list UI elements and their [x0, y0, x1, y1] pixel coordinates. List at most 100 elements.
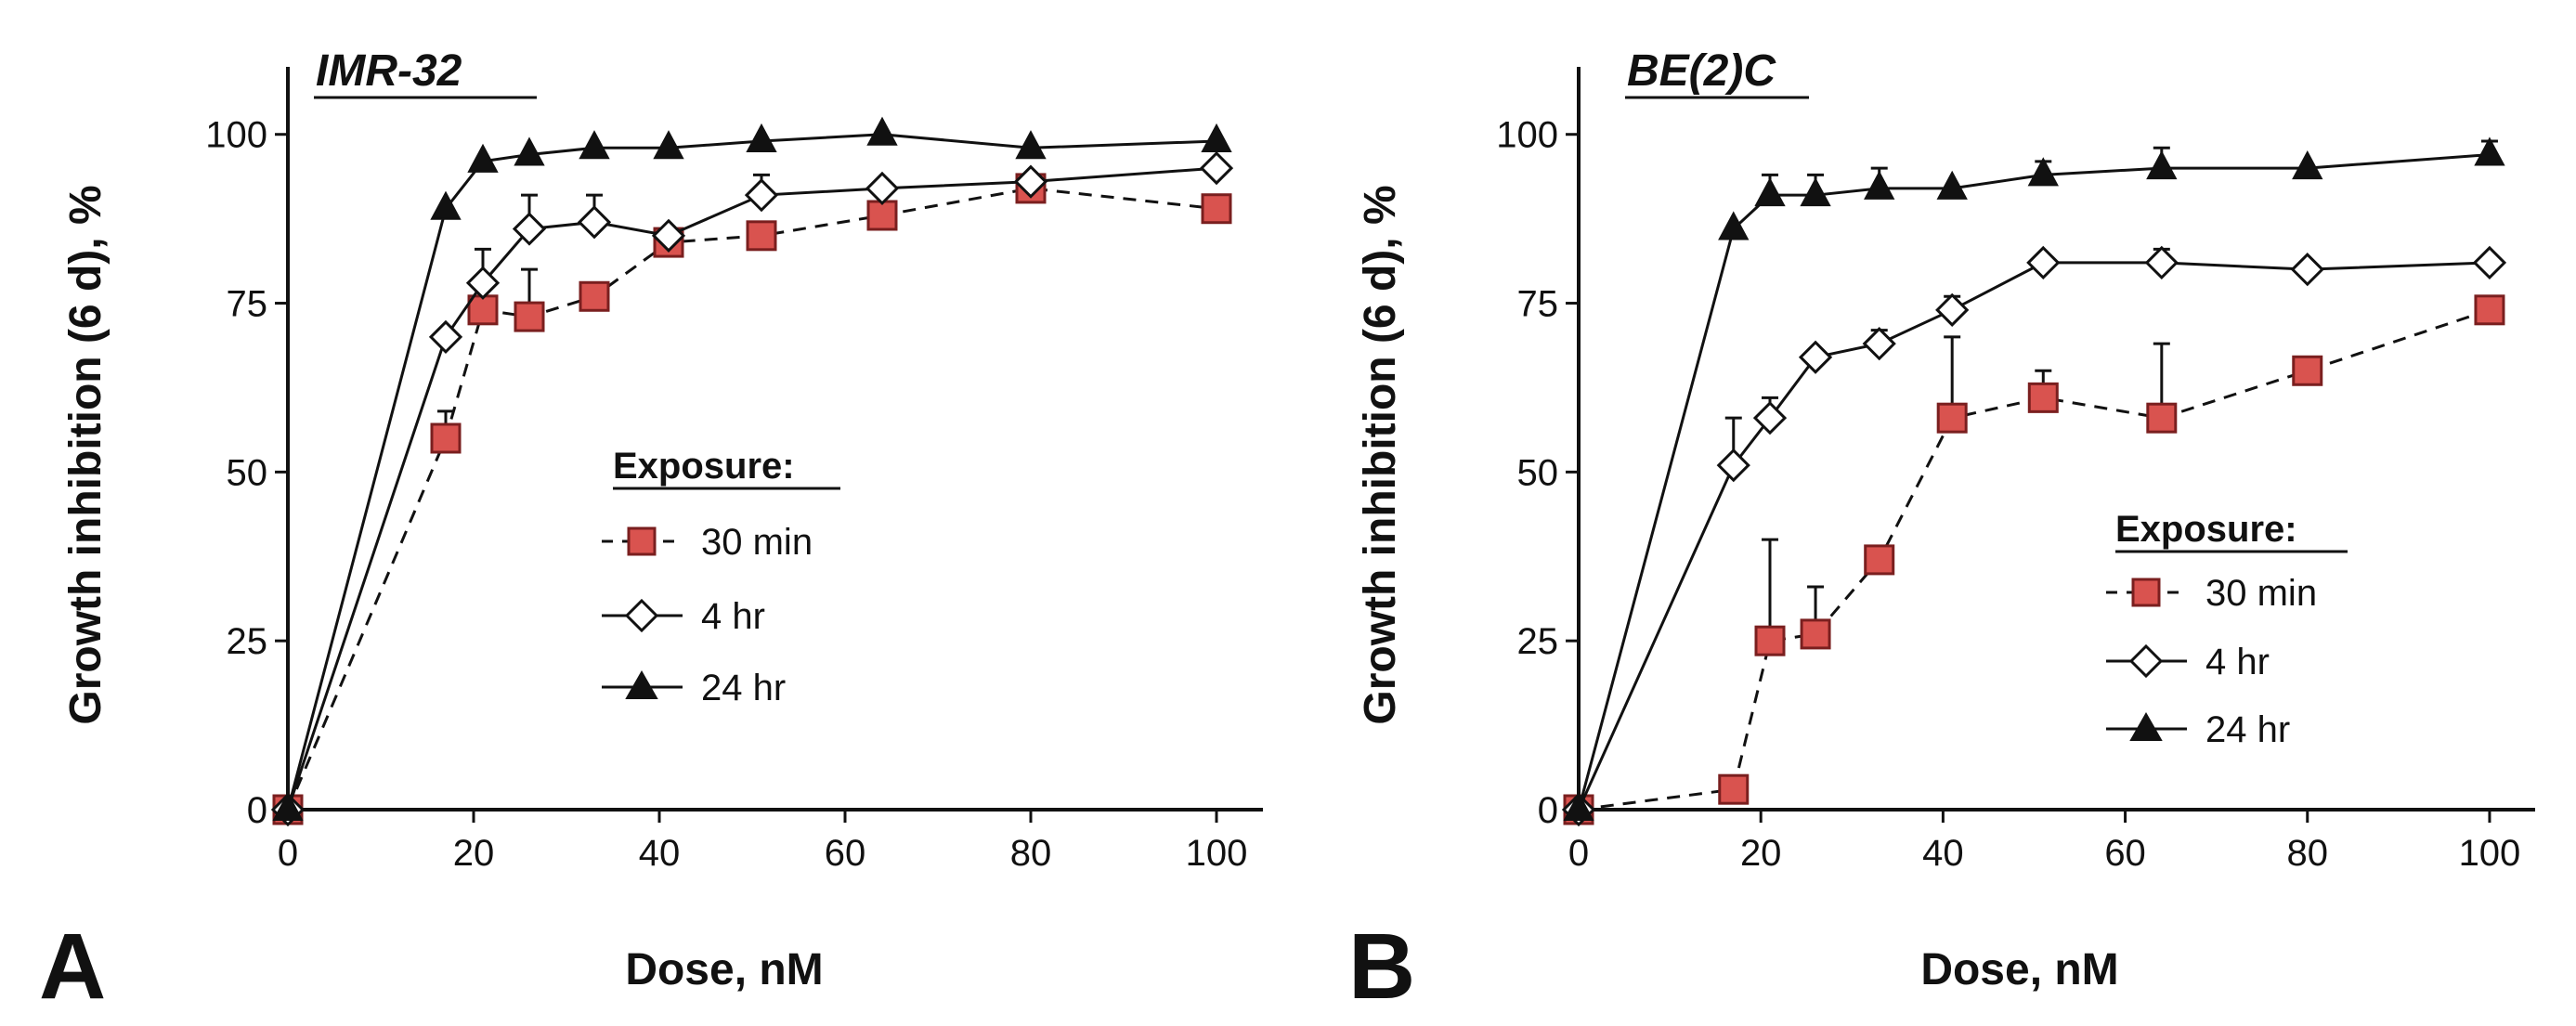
data-point-diamond [651, 218, 686, 253]
x-tick-label: 60 [2104, 833, 2146, 874]
panel-a-legend-item-30min: 30 min [602, 522, 813, 563]
series-24hr [1563, 136, 2505, 821]
data-point-diamond [1935, 292, 1970, 327]
x-tick-label: 100 [2459, 833, 2521, 874]
panel-a-axes [286, 67, 1263, 812]
y-tick-label: 75 [1517, 284, 1559, 325]
panel-b-axes [1577, 67, 2535, 812]
series-30min [272, 173, 1232, 825]
panel-b-legend: Exposure: 30 min 4 hr 24 hr [2106, 509, 2348, 750]
x-tick-label: 0 [278, 833, 298, 874]
data-point-square [2146, 402, 2178, 434]
y-tick-label: 100 [1496, 115, 1558, 156]
panel-b-legend-label-24hr: 24 hr [2205, 709, 2290, 750]
x-tick-label: 100 [1186, 833, 1248, 874]
x-tick-label: 20 [1740, 833, 1782, 874]
panel-a-legend-title: Exposure: [613, 446, 795, 487]
series-line-30min [1578, 308, 2491, 812]
data-point-diamond [2026, 245, 2061, 280]
x-tick-label: 20 [453, 833, 495, 874]
series-4hr [1561, 245, 2507, 827]
legend-diamond-marker [2128, 643, 2164, 679]
data-point-square [514, 301, 545, 332]
series-30min [1563, 294, 2505, 825]
data-point-triangle [579, 130, 610, 160]
panel-b-legend-item-4hr: 4 hr [2106, 642, 2270, 682]
panel-a-legend-item-4hr: 4 hr [602, 596, 765, 637]
data-point-square [1718, 773, 1750, 805]
data-point-diamond [1199, 150, 1234, 186]
data-point-triangle [2027, 157, 2059, 187]
y-tick-label: 0 [1538, 790, 1558, 831]
legend-square-marker [627, 526, 657, 556]
panel-a-y-ticks: 0 25 50 75 100 [205, 115, 288, 831]
series-line-4hr [286, 166, 1217, 811]
x-tick-label: 60 [825, 833, 866, 874]
y-tick-label: 0 [247, 790, 267, 831]
panel-a-x-axis-title: Dose, nM [625, 945, 823, 994]
data-point-square [467, 294, 499, 326]
data-point-square [746, 220, 777, 252]
y-tick-label: 100 [205, 115, 267, 156]
data-point-triangle [1015, 130, 1047, 160]
data-point-diamond [428, 319, 463, 355]
series-line-30min [286, 187, 1217, 811]
data-point-square [1754, 625, 1786, 656]
series-line-24hr [286, 133, 1217, 811]
data-point-square [1864, 544, 1895, 576]
legend-square-marker [2131, 578, 2161, 607]
data-point-square [1936, 402, 1968, 434]
series-24hr [272, 116, 1232, 821]
panel-a: IMR-32 Growth inhibition (6 d), % Dose, … [39, 46, 1263, 1019]
data-point-triangle [1718, 211, 1750, 240]
data-point-square [2292, 355, 2323, 386]
panel-a-title: IMR-32 [316, 46, 462, 96]
x-tick-label: 40 [1922, 833, 1964, 874]
panel-b-x-ticks: 0 20 40 60 80 100 [1568, 810, 2520, 874]
data-point-diamond [1716, 448, 1750, 483]
y-tick-label: 75 [227, 284, 268, 325]
panel-b-series [1561, 136, 2507, 827]
data-point-triangle [1936, 170, 1968, 200]
x-tick-label: 40 [639, 833, 681, 874]
panel-a-legend-item-24hr: 24 hr [602, 668, 786, 708]
series-line-4hr [1577, 261, 2491, 811]
y-tick-label: 25 [1517, 621, 1559, 662]
data-point-square [579, 280, 610, 312]
series-line-24hr [1577, 153, 2491, 811]
x-tick-label: 80 [1010, 833, 1052, 874]
legend-triangle-marker [625, 669, 658, 699]
panel-a-legend-label-30min: 30 min [701, 522, 813, 563]
data-point-diamond [1013, 164, 1048, 199]
data-point-triangle [1201, 123, 1232, 152]
data-point-triangle [1800, 177, 1831, 207]
panel-b: BE(2)C Growth inhibition (6 d), % Dose, … [1348, 46, 2535, 1019]
data-point-triangle [467, 143, 499, 173]
data-point-triangle [866, 116, 898, 146]
panel-a-legend: Exposure: 30 min 4 hr 24 hr [602, 446, 840, 708]
data-point-triangle [1864, 170, 1895, 200]
data-point-triangle [653, 130, 684, 160]
data-point-diamond [465, 266, 501, 300]
data-point-triangle [272, 791, 304, 821]
y-tick-label: 50 [1517, 452, 1559, 493]
data-point-diamond [744, 178, 779, 213]
data-point-square [2474, 294, 2505, 326]
data-point-diamond [2290, 253, 2324, 287]
data-point-triangle [1563, 791, 1594, 821]
panel-b-y-axis-title: Growth inhibition (6 d), % [1356, 185, 1405, 724]
data-point-diamond [1752, 401, 1788, 435]
panel-b-y-ticks: 0 25 50 75 100 [1496, 115, 1579, 831]
data-point-triangle [514, 136, 545, 166]
panel-a-x-ticks: 0 20 40 60 80 100 [278, 810, 1248, 874]
data-point-triangle [746, 123, 777, 152]
panel-b-title: BE(2)C [1627, 46, 1776, 96]
data-point-square [1201, 193, 1232, 225]
data-point-square [2027, 382, 2059, 413]
panel-b-legend-label-30min: 30 min [2205, 573, 2317, 614]
data-point-diamond [512, 212, 547, 246]
panel-a-letter: A [39, 915, 106, 1019]
legend-triangle-marker [2129, 711, 2163, 741]
panel-a-y-axis-title: Growth inhibition (6 d), % [61, 185, 111, 724]
